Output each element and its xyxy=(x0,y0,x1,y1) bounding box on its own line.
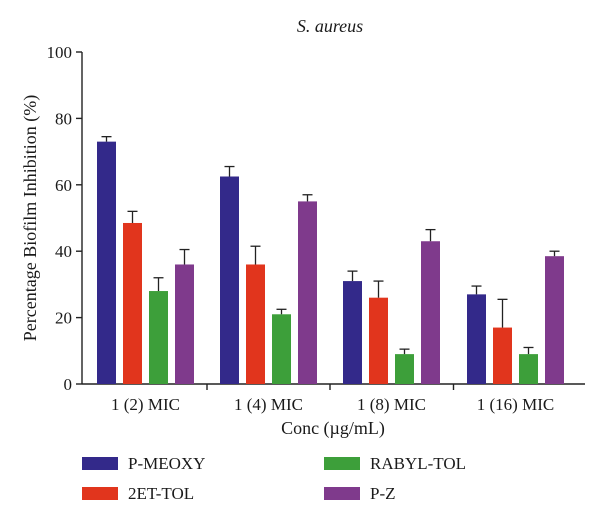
bar-2et-tol xyxy=(493,327,512,384)
bar-rabyl-tol xyxy=(395,354,414,384)
x-tick-label: 1 (16) MIC xyxy=(477,395,554,414)
y-tick-label: 20 xyxy=(55,309,72,328)
legend-label: RABYL-TOL xyxy=(370,454,466,473)
bar-p-meoxy xyxy=(220,176,239,384)
legend-swatch xyxy=(82,457,118,470)
chart-title: S. aureus xyxy=(297,16,363,36)
x-tick-label: 1 (2) MIC xyxy=(111,395,180,414)
y-tick-label: 40 xyxy=(55,242,72,261)
bar-2et-tol xyxy=(369,297,388,384)
legend-label: 2ET-TOL xyxy=(128,484,194,503)
legend-swatch xyxy=(82,487,118,500)
bar-p-meoxy xyxy=(97,141,116,384)
y-axis-label: Percentage Biofilm Inhibition (%) xyxy=(20,95,41,341)
bar-2et-tol xyxy=(123,222,142,384)
bar-rabyl-tol xyxy=(272,314,291,384)
y-tick-label: 0 xyxy=(64,375,73,394)
bar-p-z xyxy=(175,264,194,384)
y-tick-label: 100 xyxy=(47,43,73,62)
legend-swatch xyxy=(324,457,360,470)
legend-swatch xyxy=(324,487,360,500)
bar-rabyl-tol xyxy=(149,291,168,384)
bar-p-meoxy xyxy=(467,294,486,384)
x-tick-label: 1 (8) MIC xyxy=(357,395,426,414)
bar-p-meoxy xyxy=(343,281,362,384)
legend: P-MEOXY RABYL-TOL 2ET-TOL P-Z xyxy=(82,454,466,503)
bar-p-z xyxy=(545,256,564,384)
bar-2et-tol xyxy=(246,264,265,384)
legend-label: P-MEOXY xyxy=(128,454,205,473)
x-axis-label: Conc (µg/mL) xyxy=(281,418,385,439)
bar-p-z xyxy=(421,241,440,384)
bar-rabyl-tol xyxy=(519,354,538,384)
plot-area: 0 20 40 60 80 100 1 (2) MIC 1 (4) MIC 1 (8) MIC 1… xyxy=(47,43,585,414)
y-tick-label: 80 xyxy=(55,109,72,128)
legend-label: P-Z xyxy=(370,484,396,503)
x-tick-label: 1 (4) MIC xyxy=(234,395,303,414)
bar-p-z xyxy=(298,201,317,384)
y-tick-label: 60 xyxy=(55,176,72,195)
